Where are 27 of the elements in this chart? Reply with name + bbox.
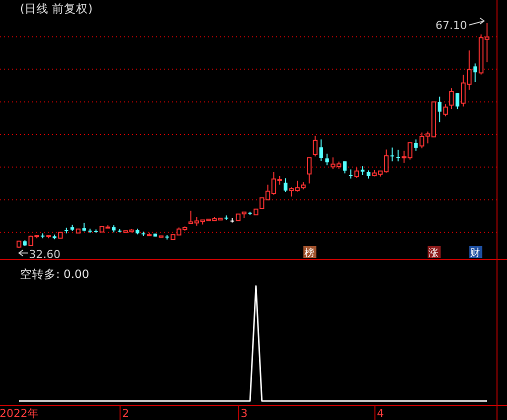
candlestick <box>456 92 460 110</box>
candlestick <box>449 88 454 110</box>
candlestick <box>312 135 318 157</box>
candlestick <box>414 138 418 152</box>
candlestick <box>306 157 312 184</box>
chart-title: (日线 前复权) <box>20 2 93 16</box>
x-tick-label: 2 <box>122 407 130 420</box>
chart-title: 空转多: 0.00 <box>20 267 90 281</box>
annotation: 涨 <box>428 247 439 259</box>
x-tick-label: 3 <box>240 407 248 420</box>
candlestick <box>343 160 347 174</box>
candlestick <box>325 153 329 166</box>
candlestick <box>319 138 323 162</box>
candlestick <box>354 166 360 178</box>
annotation: 财 <box>470 247 480 259</box>
candlestick <box>438 96 442 123</box>
annotation: 67.10 <box>436 19 468 32</box>
annotation: 32.60 <box>28 248 60 261</box>
candlestick <box>443 104 448 117</box>
candlestick <box>284 178 288 192</box>
x-tick-label: 2022年 <box>0 407 38 420</box>
annotation: 榜 <box>304 247 314 259</box>
candlestick <box>473 62 478 83</box>
candlestick <box>396 149 400 162</box>
candlestick <box>348 168 353 180</box>
candlestick <box>390 147 394 162</box>
x-tick-label: 4 <box>376 407 384 420</box>
